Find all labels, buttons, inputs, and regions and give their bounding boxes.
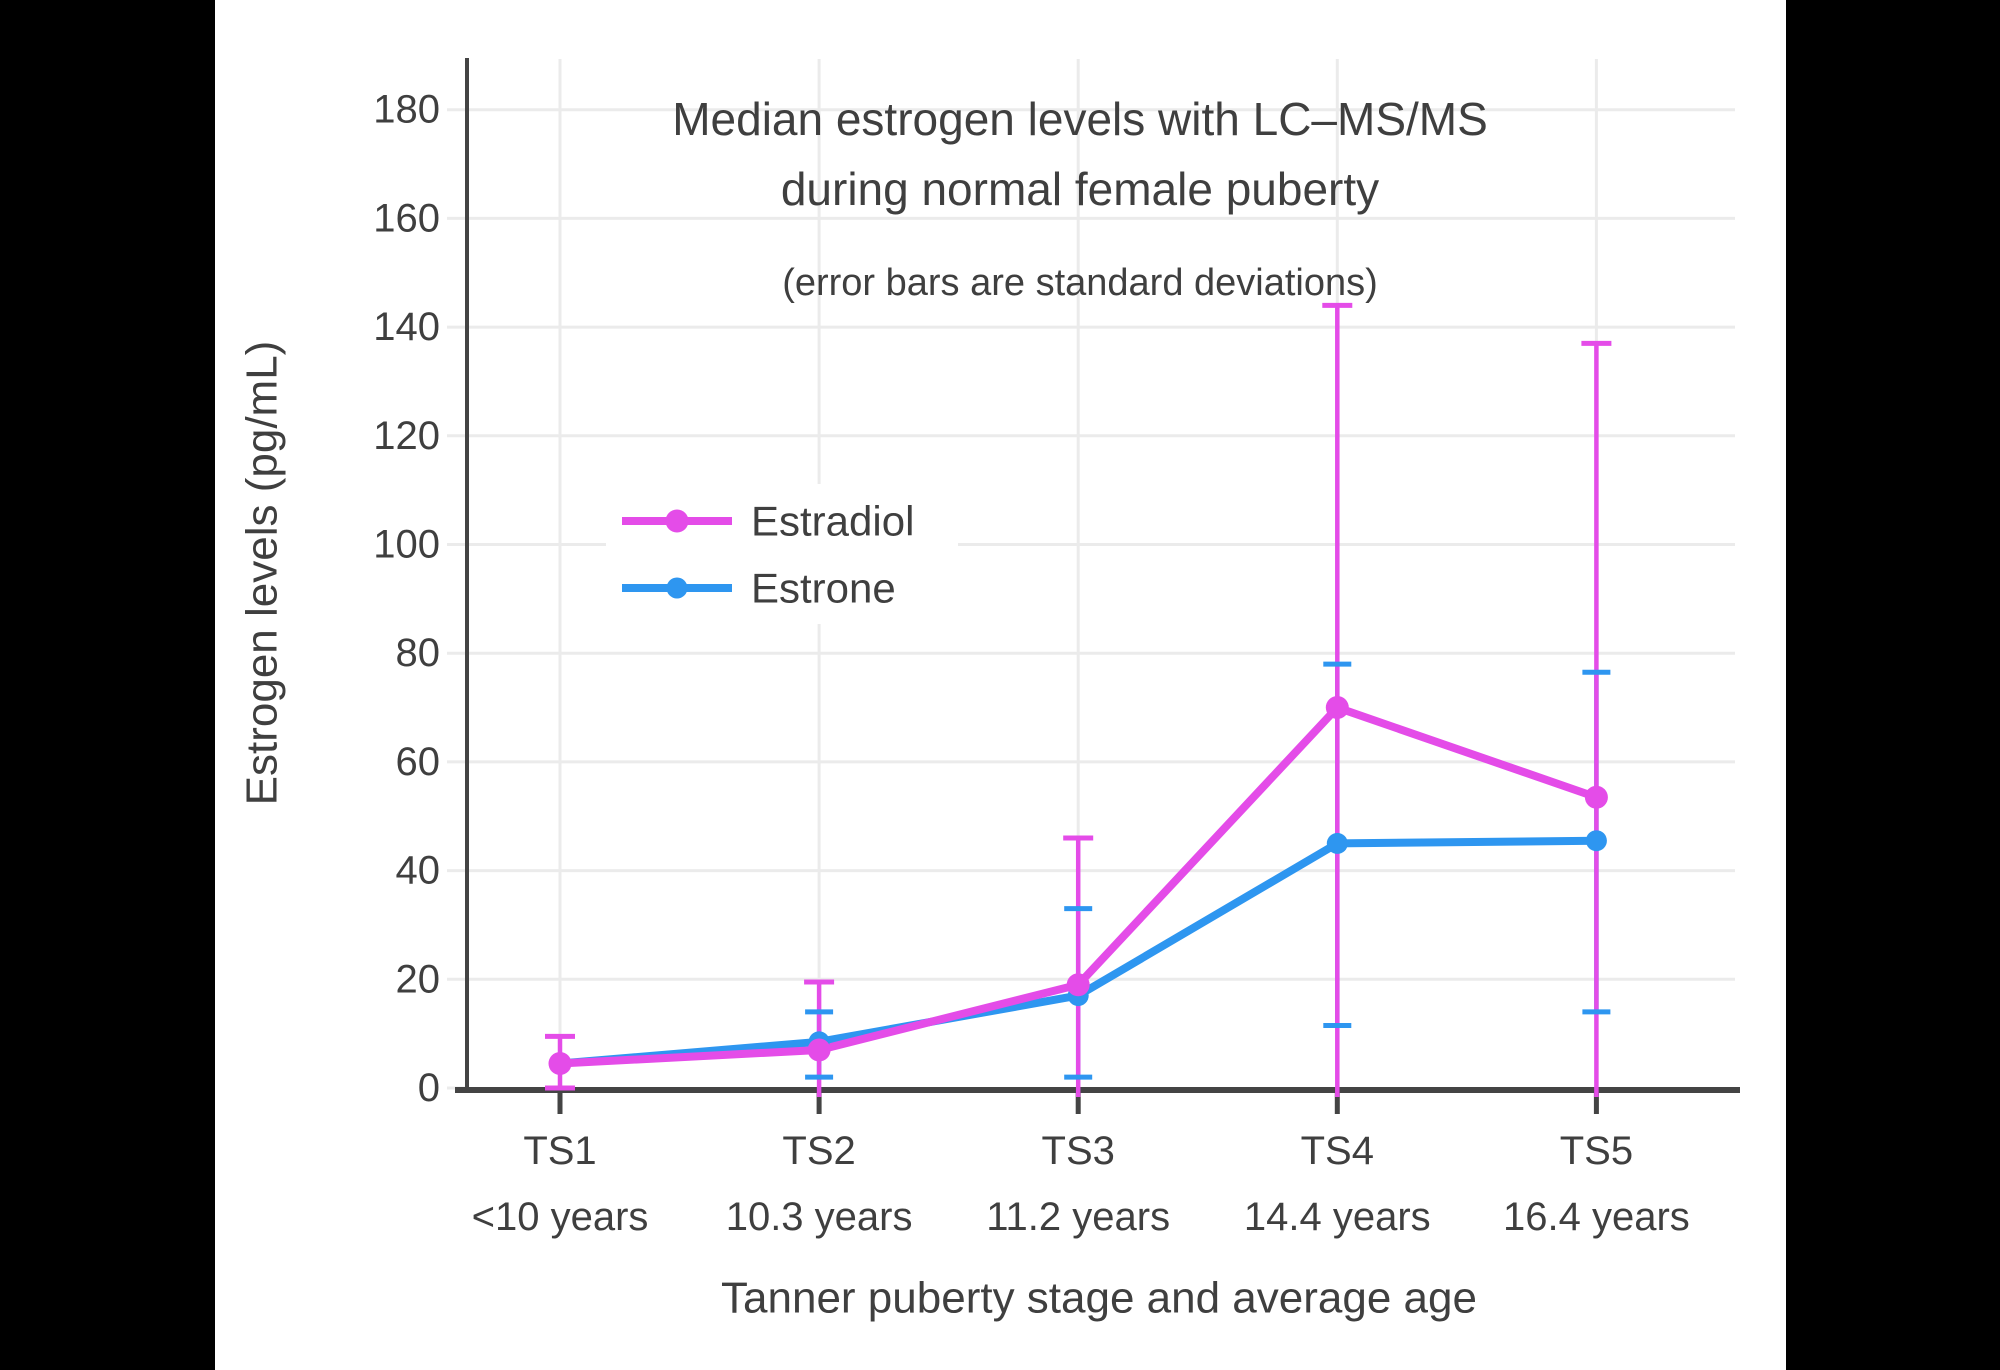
y-tick-label: 180 xyxy=(373,88,440,132)
chart-title-line2: during normal female puberty xyxy=(781,163,1379,215)
estradiol-point-ts2 xyxy=(807,1038,831,1062)
x-tick-label-stage: TS4 xyxy=(1301,1129,1374,1173)
chart-panel xyxy=(215,0,1786,1370)
x-tick-label-age: 10.3 years xyxy=(726,1195,913,1239)
estrone-point-ts5 xyxy=(1585,830,1607,852)
x-tick-label-stage: TS5 xyxy=(1560,1129,1633,1173)
y-tick-label: 80 xyxy=(396,631,441,675)
legend-sample-marker-estrone xyxy=(666,577,688,599)
y-tick-label: 100 xyxy=(373,523,440,567)
y-tick-label: 0 xyxy=(418,1066,440,1110)
y-tick-label: 40 xyxy=(396,849,441,893)
x-tick-label-stage: TS1 xyxy=(523,1129,596,1173)
series-markers xyxy=(548,696,1608,1076)
legend: Estradiol Estrone xyxy=(606,484,958,624)
estradiol-point-ts4 xyxy=(1325,696,1349,720)
y-axis-title: Estrogen levels (pg/mL) xyxy=(238,341,287,806)
x-axis-title: Tanner puberty stage and average age xyxy=(721,1274,1477,1323)
tick-labels: 0 20 40 60 80 100 120 140 160 180 TS1 <10 years TS2 1… xyxy=(373,88,1690,1239)
x-tick-label-stage: TS2 xyxy=(782,1129,855,1173)
y-tick-label: 120 xyxy=(373,414,440,458)
legend-label-estradiol: Estradiol xyxy=(751,498,914,545)
legend-label-estrone: Estrone xyxy=(751,565,896,612)
y-tick-label: 140 xyxy=(373,305,440,349)
x-tick-label-age: 16.4 years xyxy=(1503,1195,1690,1239)
estrone-error-caps xyxy=(805,661,1611,1080)
estradiol-point-ts1 xyxy=(548,1052,572,1076)
legend-background xyxy=(606,484,958,624)
legend-samples xyxy=(622,509,732,599)
legend-sample-marker-estradiol xyxy=(665,509,689,533)
x-tick-label-age: 11.2 years xyxy=(986,1195,1170,1239)
y-tick-label: 60 xyxy=(396,740,441,784)
x-tick-label-stage: TS3 xyxy=(1042,1129,1115,1173)
estradiol-point-ts3 xyxy=(1066,973,1090,997)
y-tick-label: 20 xyxy=(396,957,441,1001)
estrone-point-ts4 xyxy=(1326,832,1348,854)
chart-title-line1: Median estrogen levels with LC–MS/MS xyxy=(672,93,1488,145)
chart-subtitle: (error bars are standard deviations) xyxy=(782,262,1378,304)
y-tick-label: 160 xyxy=(373,196,440,240)
x-tick-label-age: <10 years xyxy=(472,1195,649,1239)
x-tick-label-age: 14.4 years xyxy=(1244,1195,1431,1239)
estradiol-point-ts5 xyxy=(1584,785,1608,809)
axis-lines xyxy=(455,58,1740,1114)
